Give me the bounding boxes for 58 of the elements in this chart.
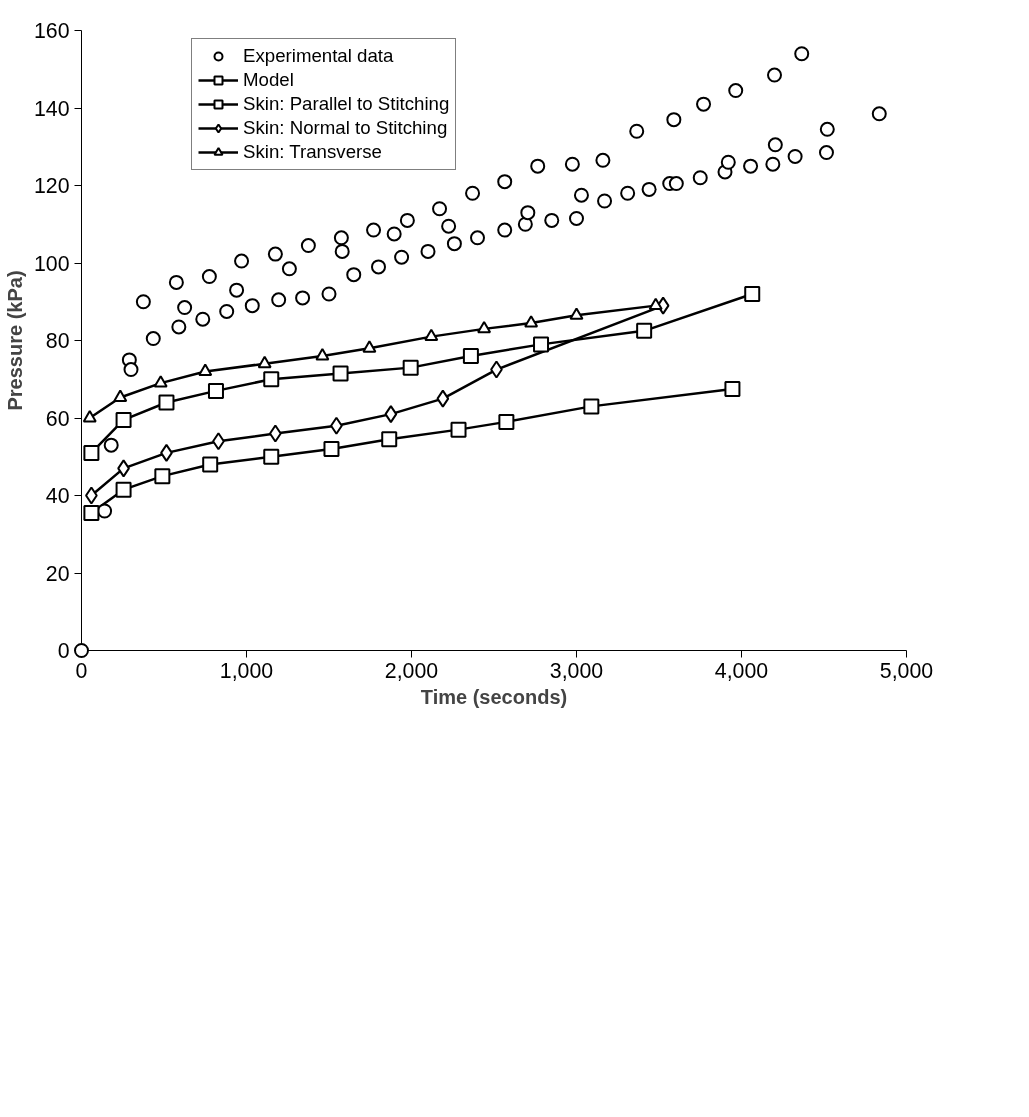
point bbox=[202, 456, 219, 473]
point bbox=[362, 340, 377, 353]
y-tick-label: 80 bbox=[45, 329, 70, 353]
point bbox=[263, 371, 280, 388]
point bbox=[462, 348, 479, 364]
x-tick-label: 3,000 bbox=[549, 658, 604, 683]
x-tick-label: 1,000 bbox=[219, 658, 274, 683]
y-tick-label: 100 bbox=[33, 251, 70, 276]
point bbox=[323, 441, 340, 457]
point bbox=[569, 307, 584, 320]
point bbox=[83, 504, 100, 521]
legend-label: Model bbox=[243, 69, 294, 91]
y-tick-label: 20 bbox=[45, 561, 70, 586]
point bbox=[744, 286, 761, 302]
y-tick-label: 140 bbox=[33, 96, 70, 121]
point bbox=[436, 389, 450, 408]
point bbox=[381, 431, 398, 448]
x-tick-label: 0 bbox=[75, 658, 88, 683]
point bbox=[524, 315, 539, 328]
point bbox=[113, 389, 128, 402]
y-tick-label: 60 bbox=[45, 406, 70, 431]
point bbox=[207, 382, 224, 399]
point bbox=[583, 398, 600, 415]
point bbox=[198, 363, 213, 376]
point bbox=[115, 481, 132, 498]
point bbox=[153, 375, 168, 388]
y-axis-title: Pressure (kPa) bbox=[3, 270, 26, 411]
point bbox=[533, 336, 550, 353]
point bbox=[498, 413, 515, 430]
point bbox=[83, 444, 100, 461]
point bbox=[332, 365, 349, 382]
x-tick-label: 4,000 bbox=[714, 658, 769, 683]
y-tick-label: 120 bbox=[33, 174, 70, 198]
x-tick-label: 2,000 bbox=[384, 658, 439, 683]
legend-label: Skin: Parallel to Stitching bbox=[243, 93, 450, 115]
legend-label: Skin: Transverse bbox=[243, 141, 382, 163]
y-tick-label: 160 bbox=[33, 19, 70, 43]
x-axis-title: Time (seconds) bbox=[420, 685, 568, 708]
point bbox=[154, 468, 171, 485]
point bbox=[115, 411, 132, 428]
point bbox=[315, 348, 330, 361]
point bbox=[724, 380, 741, 397]
y-tick-label: 0 bbox=[57, 639, 70, 663]
x-tick-label: 5,000 bbox=[879, 658, 934, 683]
point bbox=[402, 359, 419, 376]
point bbox=[263, 448, 280, 465]
point bbox=[384, 405, 398, 424]
point bbox=[82, 410, 97, 423]
y-tick-label: 40 bbox=[45, 484, 70, 508]
legend-label: Experimental data bbox=[243, 45, 394, 67]
legend-label: Skin: Normal to Stitching bbox=[243, 117, 448, 139]
point bbox=[257, 355, 272, 369]
point bbox=[450, 421, 467, 438]
point bbox=[158, 394, 175, 411]
point bbox=[477, 320, 492, 334]
point bbox=[424, 328, 439, 342]
point bbox=[648, 297, 663, 311]
point bbox=[636, 322, 653, 339]
